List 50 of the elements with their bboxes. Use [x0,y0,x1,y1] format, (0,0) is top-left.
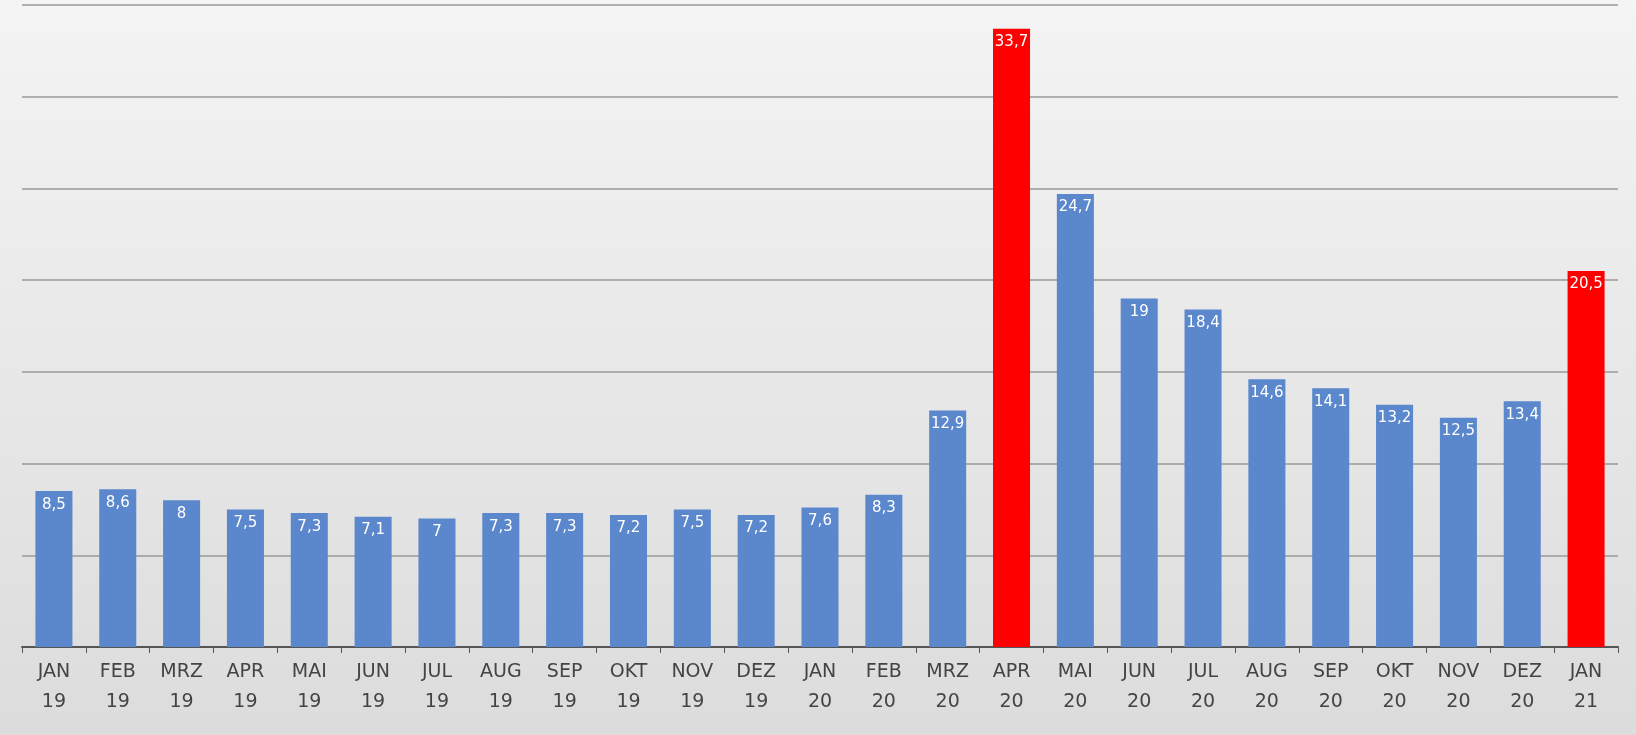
data-label: 7,5 [233,512,258,531]
data-label: 8,3 [871,498,896,517]
x-tick-label: APR 20 [992,659,1031,711]
data-label: 8,5 [41,494,66,513]
data-label: 7,3 [552,516,577,535]
x-tick-label: FEB 20 [865,659,902,711]
data-label: 12,5 [1441,421,1476,440]
data-label: 7,3 [488,516,513,535]
x-tick-label: MRZ 20 [926,659,969,711]
data-label: 20,5 [1569,274,1603,293]
data-label: 12,9 [930,413,965,432]
data-label: 8 [176,503,187,522]
data-label: 24,7 [1058,197,1093,216]
x-tick-label: NOV 20 [1437,659,1480,711]
data-label: 7,6 [808,511,832,530]
x-tick-label: JAN 21 [1568,659,1603,711]
data-label: 8,6 [105,492,130,511]
data-label: 7,2 [744,518,769,537]
x-tick-label: DEZ 20 [1502,659,1543,711]
x-tick-label: DEZ 19 [736,659,776,711]
x-tick-label: SEP 19 [546,659,583,711]
x-tick-label: OKT 20 [1375,659,1414,711]
data-label: 18,4 [1186,312,1220,331]
data-label: 7,3 [297,516,322,535]
x-tick-label: JUN 20 [1121,659,1157,711]
x-tick-label: NOV 19 [671,659,714,711]
data-label: 14,1 [1314,391,1348,410]
data-label: 7,1 [361,520,386,539]
x-tick-label: MAI 19 [291,659,327,711]
x-tick-label: MAI 20 [1057,659,1093,711]
x-tick-label: JAN 20 [802,659,837,711]
x-tick-label: AUG 20 [1246,659,1288,711]
data-label: 14,6 [1250,382,1284,401]
x-tick-label: AUG 19 [479,659,522,711]
x-tick-label: APR 19 [226,659,265,711]
data-label: 33,7 [994,32,1029,51]
x-tick-label: MRZ 19 [160,659,203,711]
x-tick-label: JUN 19 [355,659,390,711]
x-tick-label: JAN 19 [36,659,71,711]
x-tick-label: SEP 20 [1312,659,1349,711]
x-tick-label: JUL 20 [1186,659,1219,711]
data-label: 13,4 [1505,404,1539,423]
data-label: 7 [432,522,442,541]
data-label: 7,2 [616,518,641,537]
data-label: 7,5 [680,512,705,531]
x-tick-label: OKT 19 [609,659,648,711]
x-tick-label: FEB 19 [99,659,136,711]
data-label: 13,2 [1377,408,1412,427]
x-tick-label: JUL 19 [420,659,453,711]
data-label: 19 [1129,301,1149,320]
